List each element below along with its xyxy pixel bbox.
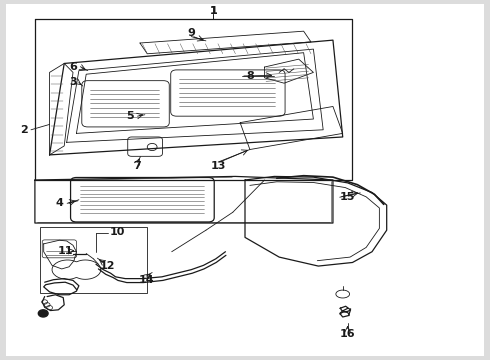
Text: 15: 15 [340, 192, 355, 202]
Text: 1: 1 [209, 6, 217, 16]
Text: 14: 14 [139, 275, 154, 285]
Circle shape [38, 310, 48, 317]
Text: 13: 13 [210, 161, 226, 171]
Bar [40, 226, 147, 293]
Text: 9: 9 [187, 28, 195, 38]
Text: 4: 4 [55, 198, 63, 208]
Text: 2: 2 [20, 125, 28, 135]
Text: 16: 16 [340, 329, 355, 339]
Text: 11: 11 [57, 246, 73, 256]
Text: 8: 8 [246, 71, 254, 81]
Text: 6: 6 [69, 62, 77, 72]
Text: 12: 12 [99, 261, 115, 271]
Text: 7: 7 [134, 161, 142, 171]
Text: 1: 1 [209, 6, 217, 16]
Text: 3: 3 [69, 77, 77, 87]
Text: 5: 5 [126, 111, 134, 121]
Text: 10: 10 [109, 227, 124, 237]
